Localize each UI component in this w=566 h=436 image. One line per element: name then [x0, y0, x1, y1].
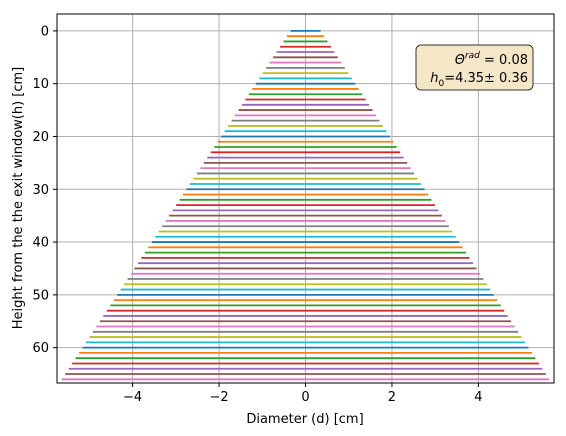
- y-tick-label: 0: [41, 24, 49, 39]
- y-tick-label: 40: [32, 236, 49, 251]
- x-tick-label: −4: [123, 390, 142, 405]
- x-axis-label: Diameter (d) [cm]: [246, 412, 363, 427]
- y-tick-label: 50: [32, 288, 49, 303]
- y-tick-label: 60: [32, 341, 49, 356]
- y-tick-label: 10: [32, 77, 49, 92]
- x-tick-label: −2: [209, 390, 228, 405]
- y-tick-label: 20: [32, 130, 49, 145]
- x-tick-label: 0: [301, 390, 309, 405]
- y-tick-label: 30: [32, 183, 49, 198]
- annotation-box: Θrad = 0.08 h0=4.35± 0.36: [416, 45, 533, 90]
- x-tick-label: 4: [474, 390, 482, 405]
- y-axis-label: Height from the the exit window(h) [cm]: [11, 67, 26, 330]
- x-tick-label: 2: [388, 390, 396, 405]
